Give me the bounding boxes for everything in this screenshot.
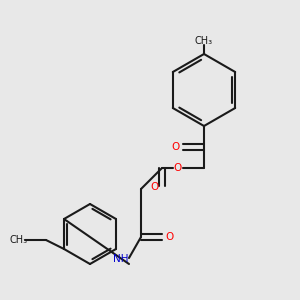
Text: O: O <box>165 232 174 242</box>
Text: O: O <box>150 182 159 193</box>
Text: CH₃: CH₃ <box>10 235 28 245</box>
Text: O: O <box>173 163 182 173</box>
Text: O: O <box>171 142 180 152</box>
Text: CH₃: CH₃ <box>195 35 213 46</box>
Text: NH: NH <box>113 254 128 265</box>
